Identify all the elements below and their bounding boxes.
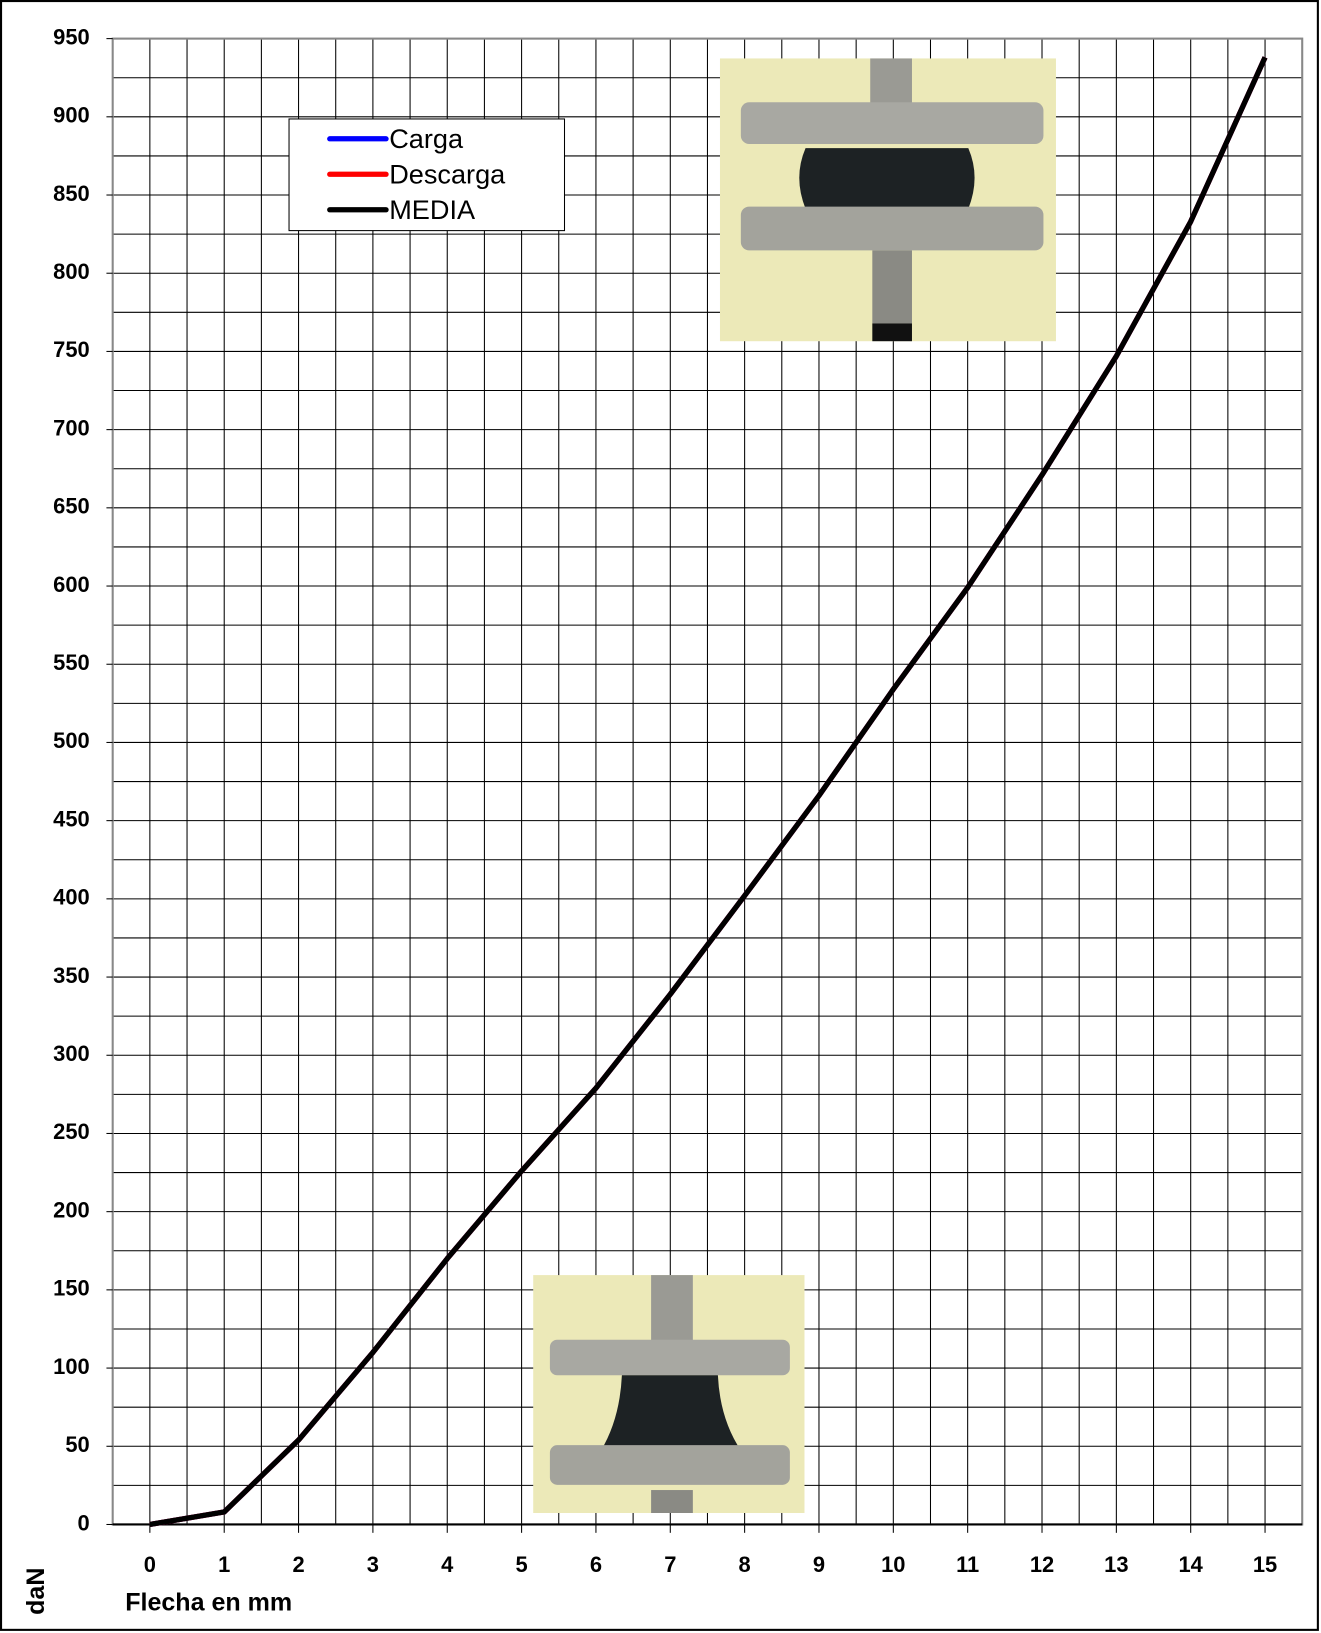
y-tick-label: 350 [53, 963, 90, 988]
legend-label: Descarga [389, 159, 506, 190]
y-tick-label: 450 [53, 806, 90, 831]
y-tick-label: 100 [53, 1354, 90, 1379]
photo-top [719, 58, 1056, 342]
legend-label: MEDIA [389, 194, 476, 225]
x-tick-label: 2 [292, 1552, 304, 1577]
x-tick-label: 4 [441, 1552, 454, 1577]
x-tick-label: 10 [881, 1552, 905, 1577]
y-tick-label: 500 [53, 728, 90, 753]
x-axis-title: Flecha en mm [125, 1588, 292, 1616]
x-tick-label: 7 [664, 1552, 676, 1577]
legend-label: Carga [389, 123, 464, 154]
x-tick-label: 1 [218, 1552, 230, 1577]
y-tick-label: 600 [53, 572, 90, 597]
x-tick-label: 6 [590, 1552, 602, 1577]
y-tick-label: 150 [53, 1276, 90, 1301]
y-tick-label: 750 [53, 337, 90, 362]
y-tick-label: 0 [78, 1510, 90, 1535]
y-tick-label: 400 [53, 885, 90, 910]
plot-area [111, 37, 1304, 1528]
y-tick-label: 850 [53, 181, 90, 206]
x-tick-label: 8 [739, 1552, 751, 1577]
x-tick-label: 12 [1030, 1552, 1054, 1577]
photo-bottom [533, 1275, 805, 1513]
y-tick-label: 650 [53, 494, 90, 519]
y-axis-title: daN [22, 1568, 50, 1615]
y-tick-label: 250 [53, 1119, 90, 1144]
y-tick-label: 800 [53, 259, 90, 284]
x-tick-label: 11 [956, 1552, 979, 1577]
x-tick-label: 13 [1104, 1552, 1128, 1577]
legend: Carga Descarga MEDIA [288, 118, 566, 232]
y-tick-label: 950 [53, 24, 90, 49]
series-line [149, 56, 1268, 1528]
y-tick-label: 300 [53, 1041, 90, 1066]
x-tick-label: 5 [515, 1552, 527, 1577]
x-tick-label: 3 [367, 1552, 379, 1577]
x-tick-label: 0 [144, 1552, 156, 1577]
x-tick-label: 14 [1179, 1552, 1204, 1577]
y-tick-label: 50 [65, 1432, 89, 1457]
y-tick-label: 550 [53, 650, 90, 675]
y-tick-label: 900 [53, 103, 90, 128]
x-tick-label: 15 [1253, 1552, 1277, 1577]
y-tick-label: 200 [53, 1197, 90, 1222]
x-tick-label: 9 [813, 1552, 825, 1577]
y-tick-label: 700 [53, 415, 90, 440]
